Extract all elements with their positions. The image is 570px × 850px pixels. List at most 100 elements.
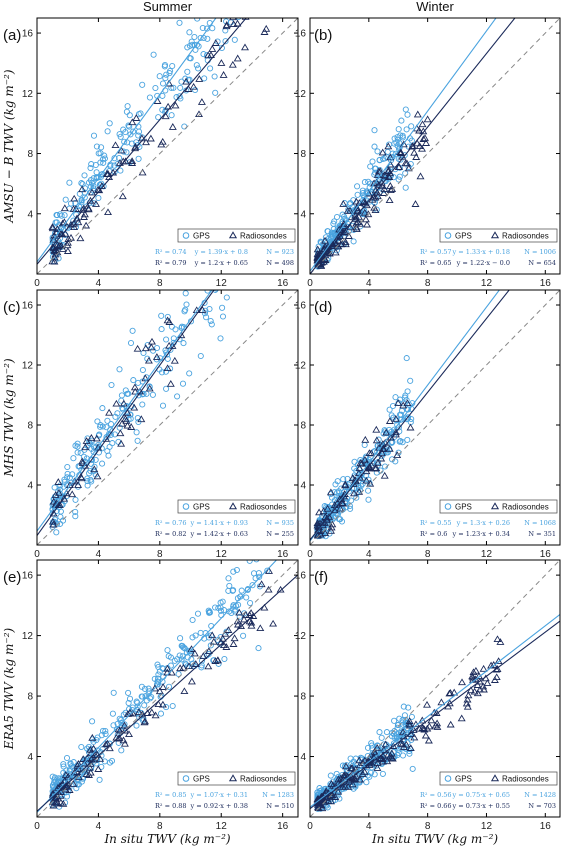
stat-r2-gps: R² = 0.76 [155, 519, 187, 527]
radiosonde-point [403, 399, 412, 407]
gps-point [363, 779, 370, 786]
stat-r2-gps: R² = 0.85 [155, 791, 187, 799]
gps-point [74, 443, 81, 450]
radiosonde-point [82, 221, 91, 229]
radiosonde-point [76, 234, 85, 242]
gps-point [105, 452, 112, 459]
gps-point [333, 213, 341, 221]
radiosonde-point [74, 218, 83, 226]
radiosonde-point [117, 439, 126, 447]
legend-radiosonde-marker [228, 774, 238, 782]
gps-point [209, 25, 216, 32]
gps-point [165, 653, 172, 660]
radiosonde-point [121, 414, 130, 422]
gps-point [109, 710, 116, 717]
radiosonde-point [364, 210, 373, 218]
legend-gps-marker [182, 503, 190, 510]
gps-point [84, 482, 91, 489]
radiosonde-point [104, 170, 113, 177]
gps-point [155, 671, 162, 678]
radiosonde-point [322, 514, 331, 522]
gps-point [104, 128, 111, 135]
gps-point [58, 212, 65, 219]
gps-point [86, 470, 93, 477]
gps-point [351, 458, 358, 465]
gps-point [103, 424, 110, 431]
radiosonde-point [112, 399, 121, 407]
radiosonde-point [61, 771, 70, 778]
gps-point [394, 136, 401, 143]
gps-point [112, 413, 119, 420]
radiosonde-point [245, 0, 251, 3]
radiosonde-point [376, 754, 385, 762]
radiosonde-point [362, 476, 371, 484]
legend-radiosonde-label: Radiosondes [240, 503, 287, 512]
radiosonde-point [418, 716, 427, 724]
gps-point [159, 665, 166, 672]
radiosonde-point [69, 780, 78, 787]
gps-point [158, 312, 165, 319]
gps-point [202, 307, 209, 314]
gps-point [151, 675, 158, 682]
stat-r2-radiosondes: R² = 0.82 [155, 530, 187, 538]
gps-point [96, 776, 103, 783]
radiosonde-point [170, 356, 179, 364]
gps-point [169, 702, 176, 710]
radiosonde-point [163, 316, 172, 324]
gps-point [235, 18, 242, 21]
gps-point [135, 379, 142, 386]
radiosonde-point [240, 615, 248, 623]
radiosonde-point [53, 792, 62, 800]
radiosonde-point [86, 196, 95, 204]
radiosonde-point [54, 489, 63, 496]
x-tick-label: 0 [307, 549, 313, 560]
gps-point [94, 418, 101, 425]
radiosonde-point [382, 428, 391, 436]
gps-point [396, 411, 404, 418]
radiosonde-point [204, 647, 213, 655]
gps-point [139, 366, 146, 374]
legend-radiosonde-label: Radiosondes [502, 775, 549, 784]
gps-point [90, 182, 97, 189]
gps-point [396, 715, 403, 722]
y-axis-label: AMSU − B TWV (kg m⁻²) [2, 69, 16, 223]
gps-point [394, 724, 401, 731]
radiosonde-point [234, 620, 242, 628]
gps-point [63, 754, 71, 762]
series-radiosondes [48, 0, 271, 265]
gps-point [397, 438, 404, 445]
radiosonde-point [86, 768, 95, 776]
x-tick-label: 16 [540, 549, 552, 560]
x-tick-label: 16 [540, 278, 552, 289]
radiosonde-point [102, 740, 110, 748]
radiosonde-point [379, 444, 388, 452]
radiosonde-point [235, 608, 244, 616]
radiosonde-point [264, 585, 273, 593]
stat-r2-gps: R² = 0.57 [420, 248, 452, 256]
gps-point [159, 402, 167, 409]
gps-point [233, 566, 240, 574]
radiosonde-point [128, 157, 137, 165]
radiosonde-point [61, 785, 70, 793]
gps-point [55, 775, 62, 782]
radiosonde-point [209, 637, 218, 645]
gps-point [138, 683, 145, 690]
radiosonde-point [377, 454, 386, 462]
stat-n-gps: N = 1068 [524, 519, 556, 527]
gps-point [164, 313, 171, 320]
gps-point [126, 112, 133, 119]
gps-point [249, 582, 256, 589]
gps-point [229, 5, 234, 10]
radiosonde-point [466, 686, 475, 694]
y-tick-label: 4 [27, 481, 33, 492]
gps-point [169, 62, 176, 70]
radiosonde-point [224, 626, 233, 633]
radiosonde-point [433, 719, 442, 727]
gps-point [205, 5, 210, 10]
radiosonde-point [65, 481, 74, 489]
gps-point [221, 655, 228, 663]
series-radiosondes [48, 567, 285, 809]
one-to-one-line [310, 290, 560, 545]
gps-point [127, 131, 134, 138]
radiosonde-point [158, 700, 167, 708]
